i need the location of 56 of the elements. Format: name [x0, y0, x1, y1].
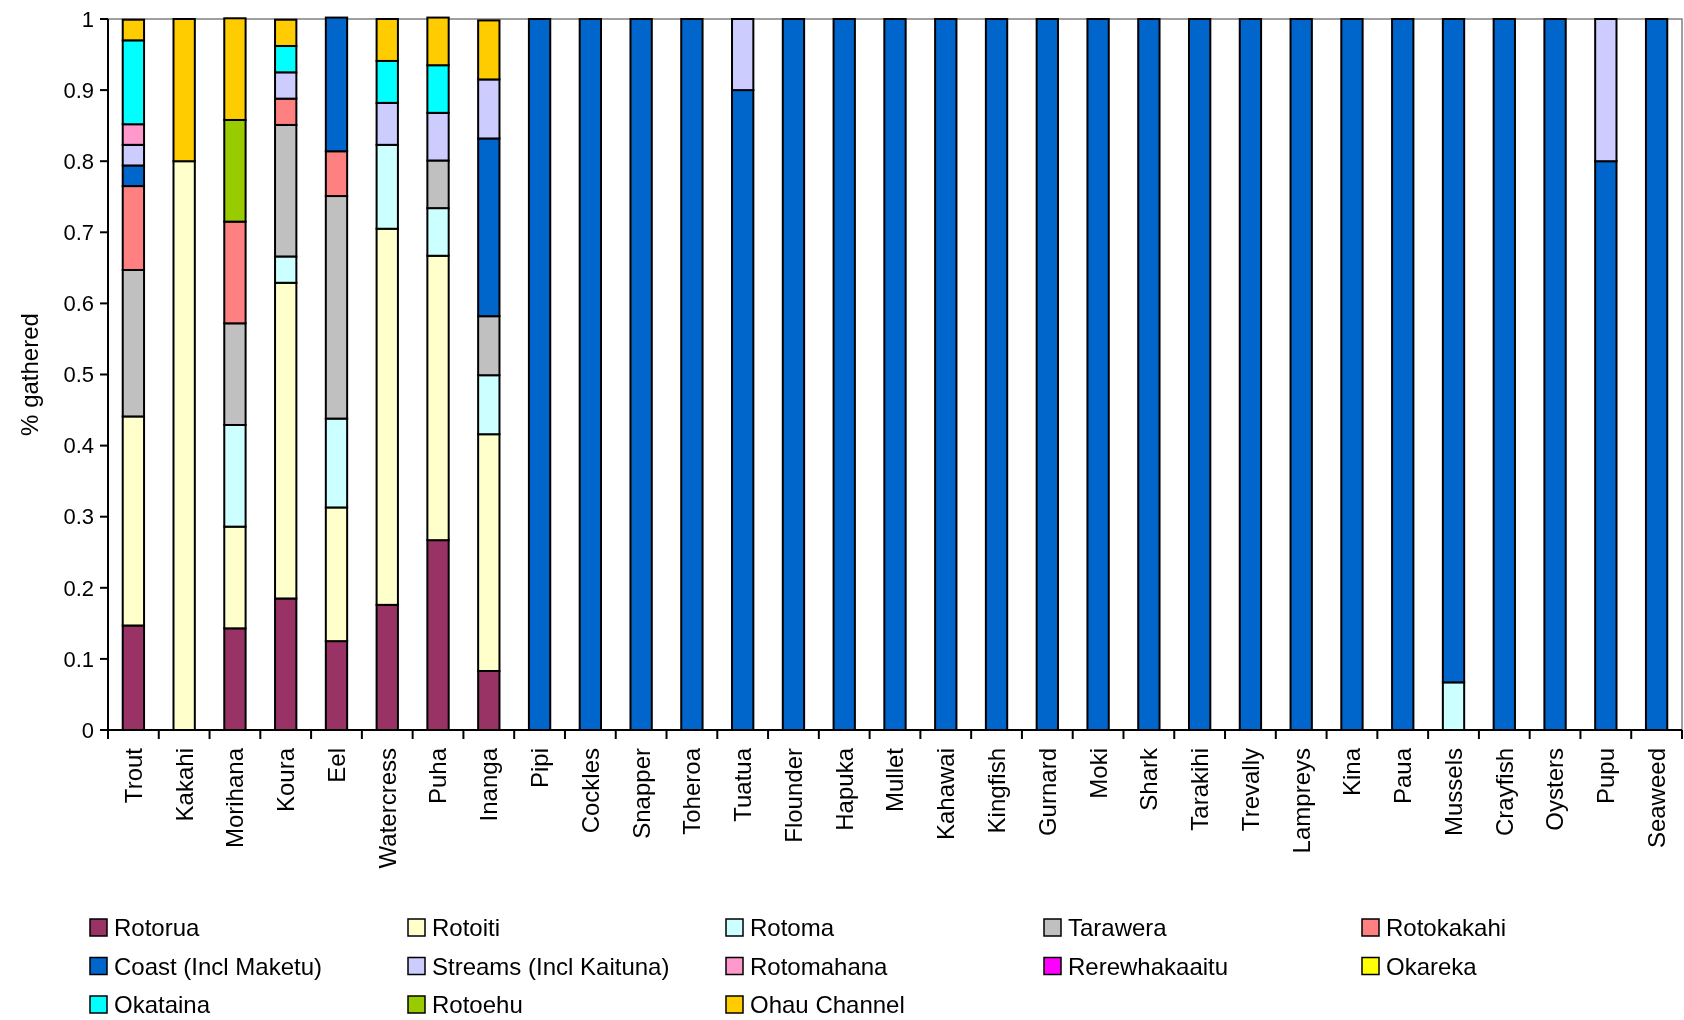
x-tick-label: Flounder	[779, 748, 807, 843]
y-tick-label: 0.8	[63, 148, 94, 174]
y-tick-label: 0	[81, 717, 94, 743]
x-tick-label: Trout	[119, 747, 147, 804]
x-tick-label: Oysters	[1541, 748, 1569, 831]
y-tick-label: 0.9	[63, 77, 94, 103]
legend-label: Rotomahana	[750, 952, 889, 980]
y-tick-label: 0.7	[63, 220, 94, 245]
x-tick-label: Toheroa	[678, 747, 706, 835]
x-tick-label: Kahawai	[932, 748, 960, 841]
legend-label: Rotorua	[114, 914, 201, 942]
x-tick-label: Kakahi	[170, 748, 198, 822]
x-tick-label: Pipi	[525, 748, 553, 789]
y-tick-label: 0.3	[63, 504, 94, 530]
x-tick-label: Eel	[322, 748, 350, 783]
y-tick-label: 0.2	[63, 575, 94, 601]
x-tick-label: Koura	[272, 747, 300, 813]
x-tick-label: Hapuka	[830, 747, 858, 831]
y-axis-title: % gathered	[16, 313, 44, 436]
x-tick-label: Trevally	[1236, 748, 1264, 832]
legend-label: Coast (Incl Maketu)	[114, 952, 323, 980]
x-tick-label: Puha	[424, 747, 452, 805]
x-tick-label: Cockles	[576, 748, 604, 834]
x-tick-label: Mussels	[1439, 748, 1467, 837]
x-tick-label: Morihana	[221, 747, 249, 849]
y-tick-label: 0.5	[63, 362, 94, 388]
x-tick-label: Tarakihi	[1186, 748, 1214, 831]
x-tick-label: Mullet	[881, 747, 909, 813]
x-tick-label: Kingfish	[982, 748, 1010, 834]
x-tick-label: Shark	[1135, 747, 1163, 811]
x-tick-label: Pupu	[1592, 748, 1620, 805]
x-tick-label: Watercress	[373, 748, 401, 869]
legend-label: Okataina	[114, 991, 211, 1019]
y-tick-label: 0.1	[63, 646, 94, 672]
legend-label: Okareka	[1386, 952, 1478, 980]
y-tick-label: 1	[81, 6, 94, 32]
x-tick-label: Seaweed	[1643, 748, 1671, 849]
legend-label: Rotoiti	[432, 914, 501, 942]
legend-label: Rotoma	[750, 914, 835, 942]
legend-label: Rotoehu	[432, 991, 523, 1019]
legend-label: Tarawera	[1068, 914, 1168, 942]
x-tick-label: Snapper	[627, 748, 655, 839]
x-tick-label: Paua	[1389, 747, 1417, 805]
x-tick-label: Inanga	[475, 747, 503, 822]
y-tick-label: 0.4	[63, 433, 94, 459]
legend-label: Streams (Incl Kaituna)	[432, 952, 670, 980]
x-tick-label: Crayfish	[1490, 748, 1518, 837]
x-tick-label: Kina	[1338, 747, 1366, 797]
x-tick-label: Tuatua	[729, 747, 757, 822]
y-tick-label: 0.6	[63, 291, 94, 317]
x-tick-label: Moki	[1084, 748, 1112, 799]
legend-label: Ohau Channel	[750, 991, 905, 1019]
legend-label: Rotokakahi	[1386, 914, 1507, 942]
x-tick-label: Lampreys	[1287, 748, 1315, 854]
legend-label: Rerewhakaaitu	[1068, 952, 1229, 980]
x-tick-label: Gurnard	[1033, 748, 1061, 837]
